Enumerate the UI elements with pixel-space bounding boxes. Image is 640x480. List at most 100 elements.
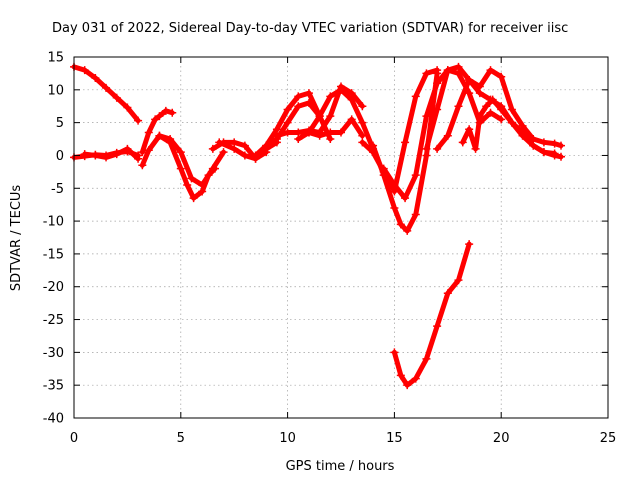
grid-lines (74, 57, 608, 418)
data-point (465, 240, 474, 249)
data-point (557, 152, 566, 161)
data-point (458, 138, 467, 147)
data-point (390, 348, 399, 357)
data-point (102, 83, 111, 92)
data-point (80, 66, 89, 75)
data-point (294, 92, 303, 101)
series-s1 (70, 62, 143, 125)
series-s4 (138, 106, 177, 157)
data-point (454, 62, 463, 71)
data-point (529, 141, 538, 150)
data-point (151, 115, 160, 124)
series-track (82, 146, 141, 162)
data-point (488, 95, 497, 104)
data-point (454, 276, 463, 285)
data-point (539, 148, 548, 157)
x-tick-label: 5 (177, 431, 185, 446)
data-point (304, 89, 313, 98)
series-s15 (369, 69, 442, 235)
data-point (422, 69, 431, 78)
data-point (422, 354, 431, 363)
y-tick-label: -15 (43, 247, 64, 262)
data-point (134, 116, 143, 125)
data-point (422, 112, 431, 121)
data-point (557, 141, 566, 150)
data-point (497, 72, 506, 81)
data-point (208, 144, 217, 153)
data-point (123, 103, 132, 112)
data-point (475, 112, 484, 121)
y-tick-label: 0 (56, 149, 64, 164)
data-point (208, 164, 217, 173)
series-s17 (390, 240, 474, 390)
data-point (401, 194, 410, 203)
data-point (102, 153, 111, 162)
data-point (315, 112, 324, 121)
data-point (550, 149, 559, 158)
data-point (433, 322, 442, 331)
data-point (507, 105, 516, 114)
data-point (155, 131, 164, 140)
data-point (230, 144, 239, 153)
data-point (240, 141, 249, 150)
data-point (433, 69, 442, 78)
data-point (337, 128, 345, 137)
data-point (326, 92, 335, 101)
data-point (390, 203, 399, 212)
series-s5 (138, 131, 219, 203)
data-point (187, 174, 196, 183)
data-point (507, 118, 516, 127)
data-point (358, 138, 367, 147)
data-point (112, 93, 121, 102)
data-point (176, 148, 185, 157)
data-point (390, 180, 399, 189)
data-point (403, 226, 412, 235)
data-point (326, 128, 335, 137)
data-point (240, 151, 249, 160)
data-point (168, 108, 177, 117)
series-track (391, 241, 472, 388)
data-point (262, 141, 271, 150)
data-point (189, 194, 198, 203)
data-point (358, 102, 367, 111)
data-point (411, 374, 420, 383)
data-point (379, 164, 388, 173)
y-tick-label: -25 (43, 313, 64, 328)
data-point (369, 141, 378, 150)
data-point (198, 180, 207, 189)
data-point (482, 102, 491, 111)
y-tick-label: -20 (43, 280, 64, 295)
data-point (396, 371, 405, 380)
data-point (454, 102, 463, 111)
series-s6 (155, 131, 228, 189)
data-point (337, 85, 345, 94)
data-point (539, 138, 548, 147)
x-axis-label: GPS time / hours (286, 459, 395, 474)
x-tick-label: 25 (600, 431, 617, 446)
series-track (139, 108, 175, 155)
y-tick-label: -10 (43, 215, 64, 230)
data-point (272, 131, 281, 140)
y-tick-label: -30 (43, 346, 64, 361)
data-point (411, 92, 420, 101)
series-s3 (80, 144, 143, 163)
series-track (306, 87, 376, 152)
data-point (283, 128, 292, 137)
series-track (139, 133, 218, 201)
y-tick-label: -35 (43, 379, 64, 394)
y-tick-label: -5 (51, 182, 64, 197)
plot-frame (73, 56, 609, 419)
data-point (144, 146, 153, 155)
series-s8 (215, 138, 271, 163)
data-point (138, 148, 147, 157)
x-tick-label: 15 (386, 431, 403, 446)
data-point (283, 118, 292, 127)
data-point (422, 144, 431, 153)
chart-title: Day 031 of 2022, Sidereal Day-to-day VTE… (52, 21, 568, 36)
y-tick-label: -40 (43, 412, 64, 427)
y-axis: -40 -35 -30 -25 -20 -15 -10 -5 0 5 10 15 (43, 51, 608, 427)
data-point (471, 144, 480, 153)
data-point (497, 105, 506, 114)
data-point (294, 135, 303, 144)
